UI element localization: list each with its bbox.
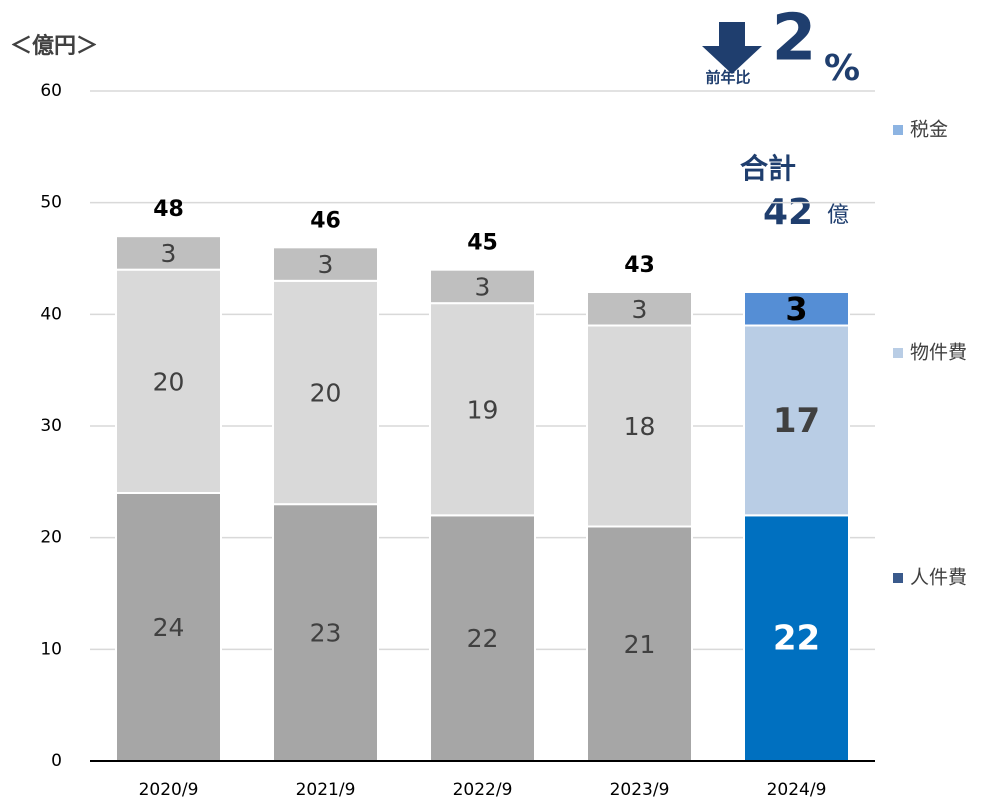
data-label: 22 bbox=[467, 624, 499, 653]
data-label: 24 bbox=[153, 613, 185, 642]
bar-segment bbox=[272, 246, 379, 282]
y-tick-label: 0 bbox=[51, 751, 62, 771]
data-label: 3 bbox=[161, 239, 177, 268]
bar-segment bbox=[115, 235, 222, 271]
legend-swatch bbox=[893, 125, 903, 135]
total-label: 合計 bbox=[740, 152, 796, 185]
change-unit: % bbox=[824, 48, 860, 89]
bar-segment bbox=[743, 514, 850, 762]
x-tick-label: 2024/9 bbox=[767, 780, 827, 800]
y-tick-label: 60 bbox=[40, 81, 62, 101]
legend-label: 人件費 bbox=[910, 567, 967, 589]
y-tick-label: 30 bbox=[40, 416, 62, 436]
bar-segment bbox=[586, 324, 693, 528]
legend-label: 物件費 bbox=[910, 342, 967, 364]
total-label: 43 bbox=[624, 253, 655, 278]
legend-swatch bbox=[893, 348, 903, 358]
x-tick-label: 2023/9 bbox=[610, 780, 670, 800]
total-label: 48 bbox=[153, 197, 184, 222]
y-tick-label: 50 bbox=[40, 193, 62, 213]
data-label: 23 bbox=[310, 619, 342, 648]
bar-segment bbox=[586, 291, 693, 327]
data-label: 18 bbox=[624, 412, 656, 441]
total-unit: 億 bbox=[827, 203, 849, 228]
total-value: 42 bbox=[763, 192, 813, 233]
data-label: 22 bbox=[773, 619, 820, 659]
data-label: 3 bbox=[632, 295, 648, 324]
y-tick-label: 20 bbox=[40, 528, 62, 548]
bar-segment bbox=[429, 514, 536, 762]
total-label: 46 bbox=[310, 208, 341, 233]
data-label: 20 bbox=[310, 379, 342, 408]
unit-label: ＜億円＞ bbox=[10, 33, 98, 59]
data-label: 17 bbox=[773, 401, 820, 441]
data-label: 3 bbox=[475, 272, 491, 301]
data-label: 3 bbox=[318, 250, 334, 279]
bar-segment bbox=[115, 268, 222, 494]
bar-segment bbox=[429, 302, 536, 517]
legend-swatch bbox=[893, 573, 903, 583]
y-tick-label: 10 bbox=[40, 639, 62, 659]
x-tick-label: 2022/9 bbox=[453, 780, 513, 800]
x-tick-label: 2021/9 bbox=[296, 780, 356, 800]
down-arrow bbox=[702, 22, 762, 74]
bar-segment bbox=[586, 525, 693, 762]
change-label: 前年比 bbox=[705, 69, 750, 87]
bar-segment bbox=[272, 279, 379, 506]
change-value: 2 bbox=[772, 2, 817, 76]
bar-segment bbox=[743, 291, 850, 327]
x-tick-label: 2020/9 bbox=[139, 780, 199, 800]
bar-segment bbox=[429, 268, 536, 305]
total-label: 45 bbox=[467, 231, 498, 256]
data-label: 19 bbox=[467, 395, 499, 424]
y-tick-label: 40 bbox=[40, 304, 62, 324]
bar-segment bbox=[743, 324, 850, 517]
data-label: 3 bbox=[785, 290, 807, 328]
data-label: 20 bbox=[153, 367, 185, 396]
legend-label: 税金 bbox=[910, 119, 948, 141]
data-label: 21 bbox=[624, 630, 656, 659]
